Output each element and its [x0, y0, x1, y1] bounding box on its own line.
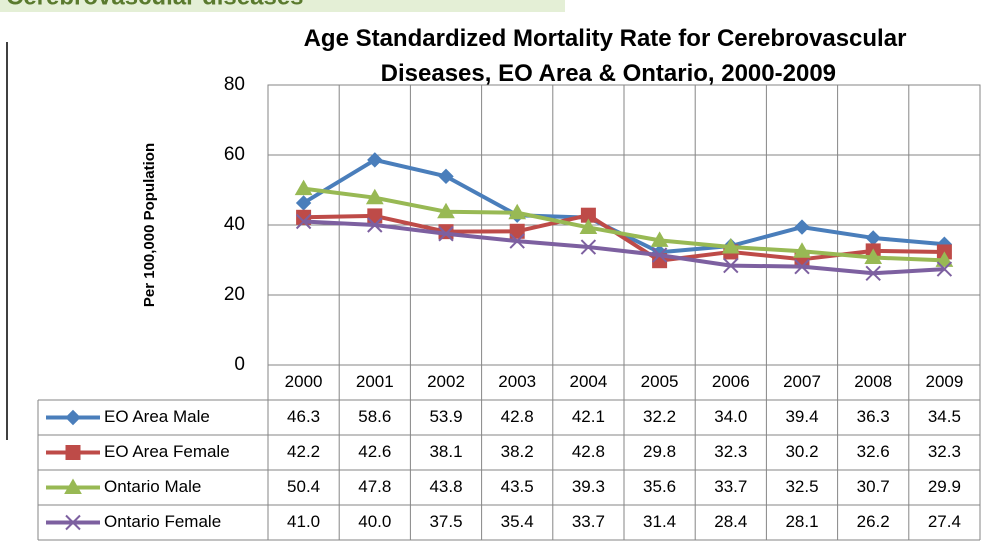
- table-value: 31.4: [643, 512, 676, 531]
- table-value: 28.4: [714, 512, 747, 531]
- x-tick-label: 2004: [569, 372, 607, 391]
- data-point: [721, 238, 740, 254]
- legend-marker: [65, 445, 81, 460]
- x-tick-label: 2002: [427, 372, 465, 391]
- data-point: [367, 152, 383, 168]
- header-band: [0, 0, 565, 12]
- series-line: [303, 186, 945, 263]
- data-point: [295, 213, 312, 230]
- x-tick-label: 2000: [285, 372, 323, 391]
- data-point: [367, 217, 383, 233]
- table-value: 30.7: [857, 477, 890, 496]
- table-value: 32.2: [643, 407, 676, 426]
- table-value: 37.5: [429, 512, 462, 531]
- table-value: 33.7: [572, 512, 605, 531]
- table-value: 38.2: [501, 442, 534, 461]
- table-value: 29.9: [928, 477, 961, 496]
- table-value: 42.8: [572, 442, 605, 461]
- data-point: [508, 203, 527, 220]
- x-tick-label: 2009: [925, 372, 963, 391]
- data-point: [367, 208, 383, 224]
- chart-title: Age Standardized Mortality Rate for Cere…: [304, 25, 907, 87]
- x-tick-label: 2006: [712, 372, 750, 391]
- table-value: 43.8: [429, 477, 462, 496]
- table-value: 43.5: [501, 477, 534, 496]
- data-point: [438, 168, 454, 185]
- table-value: 58.6: [358, 407, 391, 426]
- table-value: 32.6: [857, 442, 890, 461]
- data-point: [864, 248, 883, 265]
- data-point: [793, 242, 811, 258]
- table-value: 36.3: [857, 407, 890, 426]
- y-tick-label: 80: [224, 74, 245, 95]
- table-value: 27.4: [928, 512, 961, 531]
- data-point: [723, 257, 739, 274]
- table-value: 30.2: [785, 442, 818, 461]
- table-value: 34.5: [928, 407, 961, 426]
- data-point: [794, 258, 810, 275]
- data-point: [580, 239, 597, 255]
- table-value: 34.0: [714, 407, 747, 426]
- table-value: 32.3: [714, 442, 747, 461]
- table-value: 38.1: [429, 442, 462, 461]
- legend-marker: [64, 478, 82, 494]
- data-point: [579, 218, 598, 234]
- table-value: 53.9: [429, 407, 462, 426]
- legend-marker: [65, 514, 81, 531]
- x-tick-label: 2003: [498, 372, 536, 391]
- table-value: 28.1: [785, 512, 818, 531]
- data-point: [438, 226, 454, 242]
- x-tick-label: 2008: [854, 372, 892, 391]
- table-value: 46.3: [287, 407, 320, 426]
- y-tick-label: 0: [234, 354, 245, 375]
- y-axis-title: Per 100,000 Population: [141, 143, 158, 307]
- legend-label: EO Area Male: [104, 407, 210, 426]
- data-point: [509, 223, 525, 239]
- table-value: 42.6: [358, 442, 391, 461]
- table-value: 32.3: [928, 442, 961, 461]
- table-value: 41.0: [287, 512, 320, 531]
- x-tick-label: 2007: [783, 372, 821, 391]
- table-value: 39.4: [785, 407, 818, 426]
- series-line: [303, 219, 945, 276]
- table-value: 35.6: [643, 477, 676, 496]
- legend-label: Ontario Male: [104, 477, 201, 496]
- legend-label: EO Area Female: [104, 442, 230, 461]
- table-value: 29.8: [643, 442, 676, 461]
- data-point: [865, 230, 881, 246]
- data-point: [794, 219, 810, 235]
- data-point: [935, 251, 954, 267]
- data-point: [509, 233, 525, 249]
- table-value: 47.8: [358, 477, 391, 496]
- y-tick-label: 20: [224, 284, 245, 305]
- data-point: [651, 247, 668, 263]
- legend-label: Ontario Female: [104, 512, 221, 531]
- header-title: Cerebrovascular diseases: [6, 0, 304, 10]
- y-tick-label: 60: [224, 144, 245, 165]
- table-value: 32.5: [785, 477, 818, 496]
- legend-marker: [65, 409, 81, 426]
- table-value: 35.4: [501, 512, 534, 531]
- data-point: [365, 188, 384, 205]
- data-point: [936, 261, 953, 277]
- table-value: 50.4: [287, 477, 320, 496]
- table-value: 42.8: [501, 407, 534, 426]
- x-tick-label: 2001: [356, 372, 394, 391]
- table-value: 26.2: [857, 512, 890, 531]
- data-point: [294, 179, 313, 196]
- table-value: 33.7: [714, 477, 747, 496]
- x-tick-label: 2005: [641, 372, 679, 391]
- data-point: [437, 202, 455, 219]
- table-value: 39.3: [572, 477, 605, 496]
- data-point: [865, 265, 881, 282]
- data-point: [650, 231, 669, 247]
- table-value: 42.1: [572, 407, 605, 426]
- y-tick-label: 40: [224, 214, 245, 235]
- table-value: 42.2: [287, 442, 320, 461]
- table-value: 40.0: [358, 512, 391, 531]
